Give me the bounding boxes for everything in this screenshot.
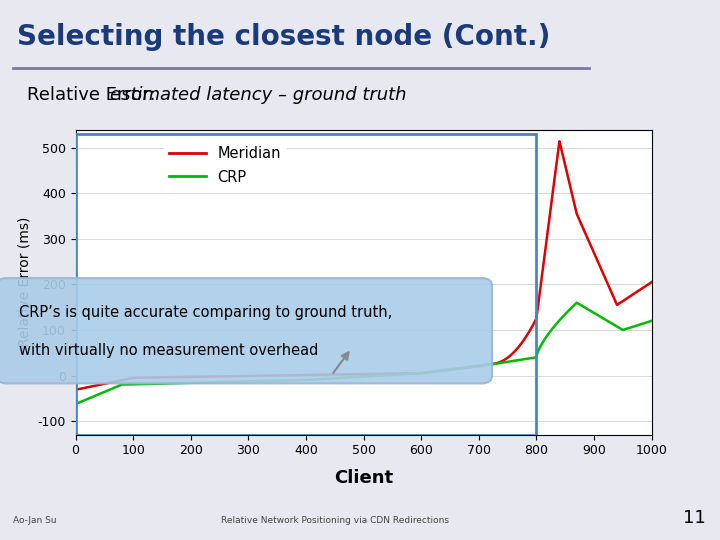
Text: Relative Error:: Relative Error: bbox=[27, 85, 161, 104]
FancyBboxPatch shape bbox=[0, 278, 492, 383]
CRP bbox=[631, 323, 639, 329]
Meridian bbox=[336, 372, 345, 378]
CRP bbox=[647, 318, 656, 324]
Meridian bbox=[631, 290, 639, 296]
Line: Meridian: Meridian bbox=[76, 141, 652, 389]
Y-axis label: Relative Error (ms): Relative Error (ms) bbox=[18, 217, 32, 347]
Text: CRP’s is quite accurate comparing to ground truth,: CRP’s is quite accurate comparing to gro… bbox=[19, 306, 392, 320]
CRP bbox=[101, 388, 109, 395]
Bar bbox=[76, 134, 536, 435]
Meridian bbox=[525, 328, 534, 335]
CRP bbox=[71, 400, 80, 406]
Text: Ao-Jan Su: Ao-Jan Su bbox=[14, 516, 57, 525]
CRP bbox=[572, 300, 581, 306]
Meridian bbox=[351, 371, 360, 377]
CRP bbox=[351, 374, 360, 380]
Meridian bbox=[631, 290, 639, 296]
CRP bbox=[525, 355, 534, 362]
CRP bbox=[336, 375, 345, 381]
Meridian bbox=[647, 279, 656, 285]
Line: CRP: CRP bbox=[76, 303, 652, 403]
Text: 11: 11 bbox=[683, 509, 706, 528]
Meridian bbox=[101, 380, 109, 387]
Text: Relative Network Positioning via CDN Redirections: Relative Network Positioning via CDN Red… bbox=[221, 516, 449, 525]
X-axis label: Client: Client bbox=[334, 469, 393, 487]
Legend: Meridian, CRP: Meridian, CRP bbox=[163, 140, 287, 191]
Text: Selecting the closest node (Cont.): Selecting the closest node (Cont.) bbox=[17, 23, 550, 51]
Text: with virtually no measurement overhead: with virtually no measurement overhead bbox=[19, 343, 318, 358]
Text: estimated latency – ground truth: estimated latency – ground truth bbox=[110, 85, 407, 104]
CRP bbox=[631, 323, 639, 329]
Meridian bbox=[71, 386, 80, 393]
Meridian bbox=[555, 138, 564, 145]
